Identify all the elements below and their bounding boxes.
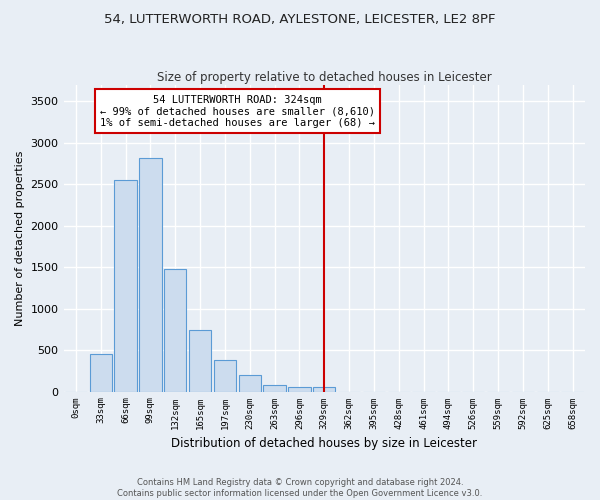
Bar [239,375,261,392]
Bar [189,330,211,392]
Bar [115,180,137,392]
Bar [313,388,335,392]
Text: Contains HM Land Registry data © Crown copyright and database right 2024.
Contai: Contains HM Land Registry data © Crown c… [118,478,482,498]
Y-axis label: Number of detached properties: Number of detached properties [15,150,25,326]
Bar [263,385,286,392]
Text: 54, LUTTERWORTH ROAD, AYLESTONE, LEICESTER, LE2 8PF: 54, LUTTERWORTH ROAD, AYLESTONE, LEICEST… [104,12,496,26]
Text: 54 LUTTERWORTH ROAD: 324sqm
← 99% of detached houses are smaller (8,610)
1% of s: 54 LUTTERWORTH ROAD: 324sqm ← 99% of det… [100,94,375,128]
Bar [214,360,236,392]
Bar [89,354,112,392]
Bar [139,158,161,392]
Title: Size of property relative to detached houses in Leicester: Size of property relative to detached ho… [157,70,491,84]
Bar [164,269,187,392]
Bar [288,388,311,392]
X-axis label: Distribution of detached houses by size in Leicester: Distribution of detached houses by size … [171,437,477,450]
